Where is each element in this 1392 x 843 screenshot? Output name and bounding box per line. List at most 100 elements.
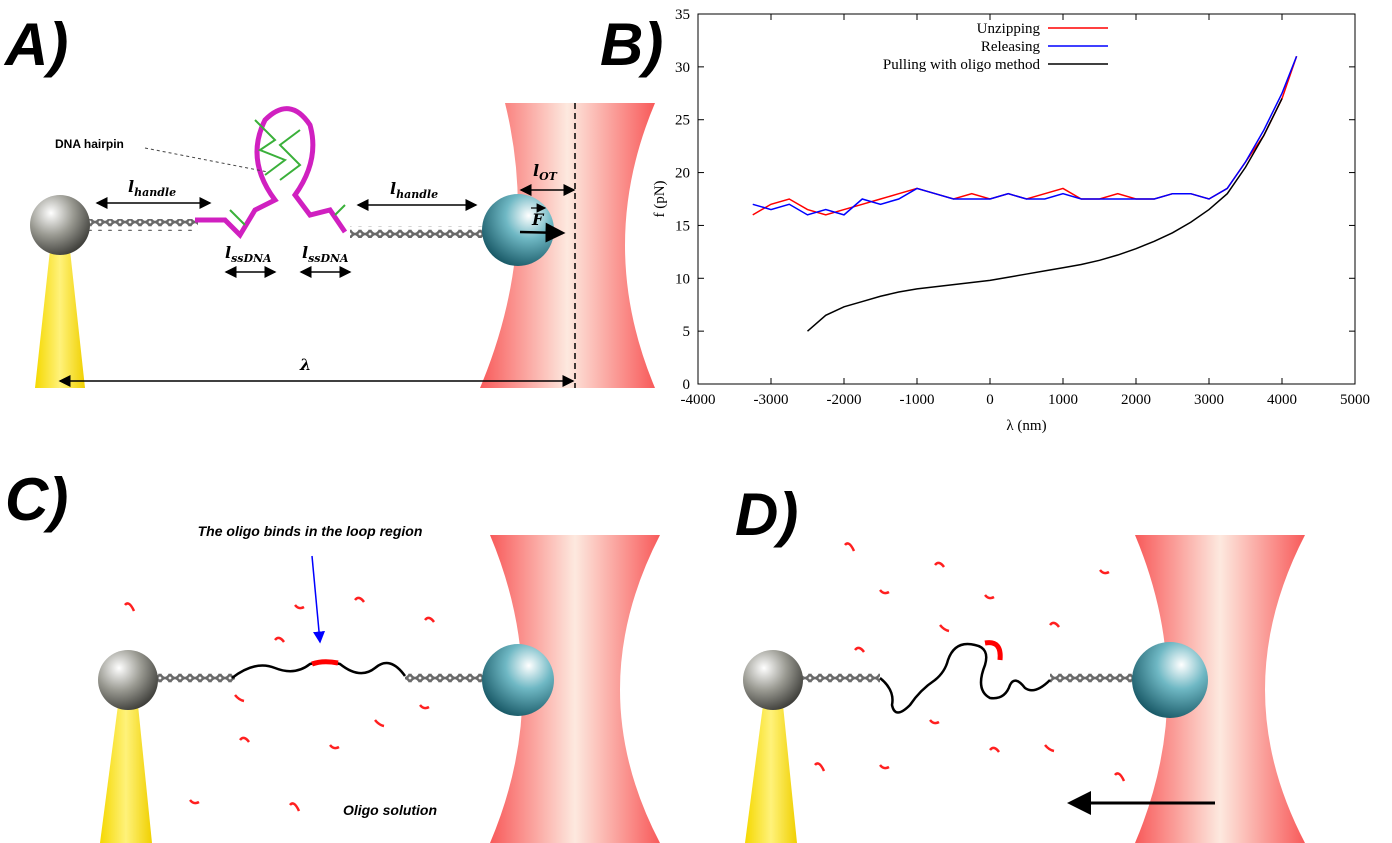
panel-a: A) DNA hairpin lhandle lhandle lssDNA ls…: [3, 11, 655, 388]
panel-label: A): [3, 11, 68, 78]
y-tick-label: 30: [675, 60, 690, 76]
bead: [30, 195, 90, 255]
optical-trap: [480, 103, 655, 388]
oligo: [814, 762, 826, 772]
panel-label: D): [735, 481, 798, 548]
annotation: DNA hairpin: [55, 137, 124, 151]
y-tick-label: 20: [675, 166, 690, 182]
subscript: ssDNA: [231, 252, 272, 265]
optical-trap: [1135, 535, 1305, 843]
x-axis-label: λ (nm): [1006, 418, 1046, 434]
oligo: [1099, 569, 1110, 575]
oligo: [934, 561, 946, 568]
y-tick-label: 35: [675, 7, 690, 23]
oligo: [424, 616, 436, 623]
oligo: [289, 802, 301, 812]
oligo: [274, 636, 286, 643]
annotation-line: [144, 147, 269, 173]
dna-hairpin: [195, 106, 348, 240]
data-line: [807, 98, 1283, 332]
oligo: [1049, 621, 1061, 628]
oligo: [854, 646, 866, 653]
force-arrow: [519, 222, 566, 243]
bead: [98, 650, 158, 710]
length-label: lssDNA: [225, 243, 272, 265]
subscript: OT: [539, 170, 558, 183]
oligo: [1114, 772, 1126, 782]
x-tick-label: 1000: [1048, 392, 1078, 408]
panel-label: C): [5, 466, 68, 533]
x-tick-label: -2000: [827, 392, 862, 408]
oligo: [989, 746, 1001, 753]
chart: -4000 -3000 -2000 -1000 0 1000 2000 3000 4000 500…: [652, 7, 1370, 434]
oligo: [239, 736, 251, 743]
x-tick-label: 4000: [1267, 392, 1297, 408]
symbol: l: [225, 243, 231, 262]
pipette: [100, 705, 152, 843]
x-tick-label: -4000: [681, 392, 716, 408]
oligo: [879, 589, 890, 595]
hairpin-bases: [229, 119, 346, 226]
force-label: F: [531, 210, 545, 229]
data-line: [752, 56, 1298, 216]
y-axis-label: f (pN): [652, 180, 668, 217]
dna-handle: [1050, 672, 1135, 684]
length-label: lssDNA: [302, 243, 349, 265]
legend-label: Releasing: [981, 39, 1041, 55]
pipette: [745, 705, 797, 843]
oligo: [844, 542, 856, 552]
oligo: [879, 764, 890, 770]
y-tick-label: 10: [675, 271, 690, 287]
oligo: [984, 594, 995, 600]
panel-c: C) The oligo binds in the loop region Ol…: [5, 466, 660, 843]
length-label: lhandle: [128, 177, 176, 199]
dna-handle: [350, 226, 485, 238]
x-tick-label: 2000: [1121, 392, 1151, 408]
legend-label: Unzipping: [977, 21, 1041, 37]
lambda-label: λ: [299, 355, 311, 374]
y-tick-label: 25: [675, 113, 690, 129]
oligo: [1044, 744, 1055, 753]
ssdna: [879, 642, 1051, 714]
y-tick-label: 15: [675, 218, 690, 234]
length-label: lOT: [533, 161, 558, 183]
bead: [743, 650, 803, 710]
panel-label: B): [600, 11, 663, 78]
annotation-arrow: [311, 555, 326, 644]
data-line: [752, 56, 1298, 216]
x-tick-label: -1000: [900, 392, 935, 408]
dna-handle: [405, 672, 490, 684]
bead: [482, 194, 554, 266]
annotation: Oligo solution: [343, 802, 437, 818]
subscript: handle: [396, 188, 438, 201]
optical-trap: [490, 535, 660, 843]
bound-oligo: [984, 640, 1003, 661]
oligo: [294, 604, 305, 610]
oligo: [189, 799, 200, 805]
oligo: [124, 602, 136, 612]
oligo: [329, 744, 340, 750]
symbol: l: [128, 177, 134, 196]
symbol: l: [533, 161, 539, 180]
oligo: [419, 704, 430, 710]
oligo: [354, 596, 366, 603]
dna-handle: [155, 672, 235, 684]
pipette: [35, 250, 85, 388]
bead: [1132, 642, 1208, 718]
subscript: handle: [134, 186, 176, 199]
x-tick-label: 0: [986, 392, 994, 408]
symbol: l: [390, 179, 396, 198]
y-tick-label: 5: [683, 324, 691, 340]
x-tick-label: -3000: [754, 392, 789, 408]
annotation: The oligo binds in the loop region: [198, 523, 423, 539]
dna-handle: [88, 219, 198, 231]
legend-label: Pulling with oligo method: [883, 57, 1041, 73]
bound-oligo: [311, 659, 339, 667]
length-label: lhandle: [390, 179, 438, 201]
oligos: [124, 542, 1126, 812]
oligo: [374, 719, 385, 728]
oligo: [929, 719, 940, 725]
dna-handle: [800, 672, 880, 684]
symbol: l: [302, 243, 308, 262]
